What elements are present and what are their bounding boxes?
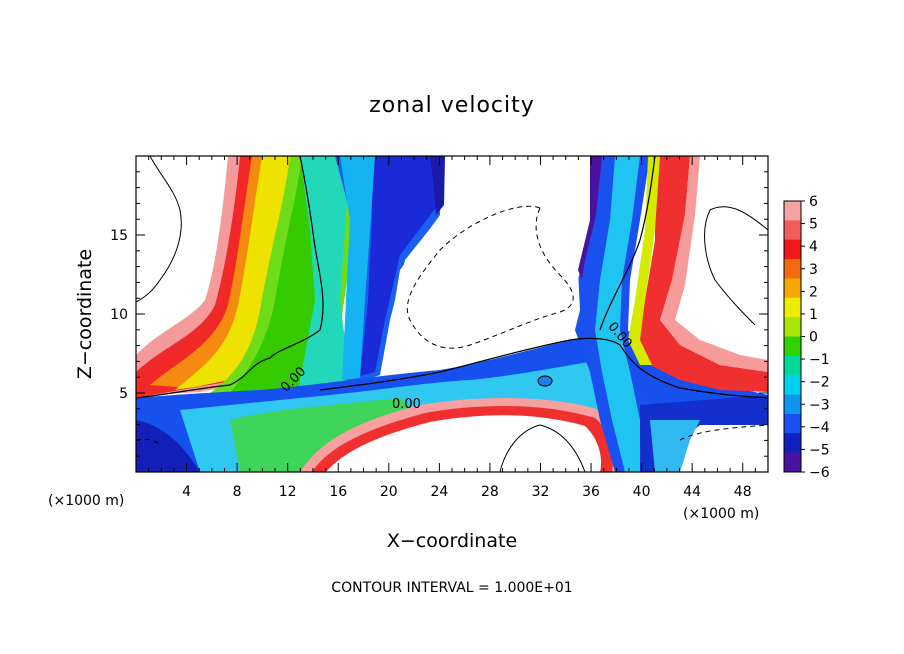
colorbar-swatch: [784, 317, 801, 337]
x-tick-label: 40: [633, 484, 651, 500]
x-tick-label: 28: [481, 484, 499, 500]
contour-bottom-pocket: [499, 424, 586, 472]
colorbar-label: −2: [809, 375, 830, 391]
x-tick-label: 16: [329, 484, 347, 500]
colorbar-swatch: [784, 220, 801, 241]
colorbar-swatch: [784, 355, 801, 376]
colorbar-label: −3: [809, 397, 830, 413]
contour-zero-right: [599, 156, 656, 331]
colorbar-label: −1: [809, 352, 830, 368]
field-lower-green-patches: [230, 398, 420, 472]
contour-zero-left: [136, 156, 324, 399]
colorbar-swatch: [784, 201, 801, 221]
contour-left-top: [136, 156, 182, 303]
contour-right-top: [704, 206, 768, 326]
x-axis: 4 8 12 16 20 24 28 32 36 40 44 48: [148, 156, 756, 500]
contour-right-bottom-dashed: [679, 424, 768, 441]
colorbar-swatch: [784, 394, 801, 415]
field-right-warm-halo: [660, 156, 768, 372]
colorbar-label: −4: [809, 420, 830, 436]
field-purple-edge: [578, 156, 602, 280]
field-blue-jet-core: [360, 156, 438, 376]
x-tick-label: 8: [233, 484, 242, 500]
x-tick-label: 12: [279, 484, 297, 500]
colorbar: 6 5 4 3 2 1 0 −1 −2 −3 −4 −5 −6: [783, 194, 830, 481]
x-tick-label: 36: [582, 484, 600, 500]
colorbar-swatch: [784, 336, 801, 357]
colorbar-label: 0: [809, 330, 818, 346]
x-tick-label: 48: [734, 484, 752, 500]
colorbar-label: 6: [809, 194, 818, 210]
x-tick-label: 20: [380, 484, 398, 500]
colorbar-swatch: [784, 239, 801, 260]
colorbar-swatch: [784, 452, 801, 473]
y-tick-label: 5: [119, 386, 128, 402]
colorbar-label: −5: [809, 442, 830, 458]
colorbar-label: 1: [809, 307, 818, 323]
colorbar-label: 5: [809, 217, 818, 233]
colorbar-label: 3: [809, 262, 818, 278]
x-tick-label: 24: [430, 484, 448, 500]
x-tick-label: 32: [532, 484, 550, 500]
field-purple-top: [430, 156, 445, 215]
y-axis: 5 10 15: [110, 171, 768, 457]
y-axis-label: Z−coordinate: [74, 249, 96, 379]
x-unit-right: (×1000 m): [683, 506, 759, 522]
colorbar-label: 4: [809, 239, 818, 255]
colorbar-label: 2: [809, 284, 818, 300]
contour-dashed-central: [406, 205, 574, 349]
field-low-deep-blue: [136, 420, 200, 472]
colorbar-swatch: [784, 375, 801, 396]
contour-zero-lower: [319, 337, 768, 399]
x-axis-label: X−coordinate: [387, 530, 517, 552]
contour-label-lower: 0.00: [392, 397, 421, 412]
colorbar-swatch: [784, 259, 801, 279]
field-right-bottom-cyan: [650, 420, 700, 472]
y-tick-label: 10: [110, 307, 128, 323]
contour-left-bottom-dashed: [136, 438, 161, 446]
y-tick-label: 15: [110, 228, 128, 244]
colorbar-swatch: [784, 278, 801, 299]
field-right-yellow-jet: [628, 156, 660, 365]
x-tick-label: 4: [182, 484, 191, 500]
field-green-core: [228, 156, 326, 400]
contour-small-loop: [537, 375, 553, 387]
colorbar-swatch: [784, 433, 801, 454]
x-unit-left: (×1000 m): [48, 493, 124, 509]
velocity-field: 0.00 0.00 0.00: [136, 156, 768, 472]
contour-interval-note: CONTOUR INTERVAL = 1.000E+01: [331, 580, 572, 596]
field-cyan-jet: [340, 156, 375, 380]
colorbar-swatch: [784, 413, 801, 434]
field-right-warm-jet: [638, 156, 768, 392]
field-right-cyan-jet: [595, 156, 640, 472]
chart-title: zonal velocity: [369, 93, 535, 118]
x-tick-label: 44: [683, 484, 701, 500]
colorbar-label: −6: [809, 465, 830, 481]
colorbar-swatch: [784, 297, 801, 318]
field-bottom-white-pocket: [326, 415, 602, 472]
